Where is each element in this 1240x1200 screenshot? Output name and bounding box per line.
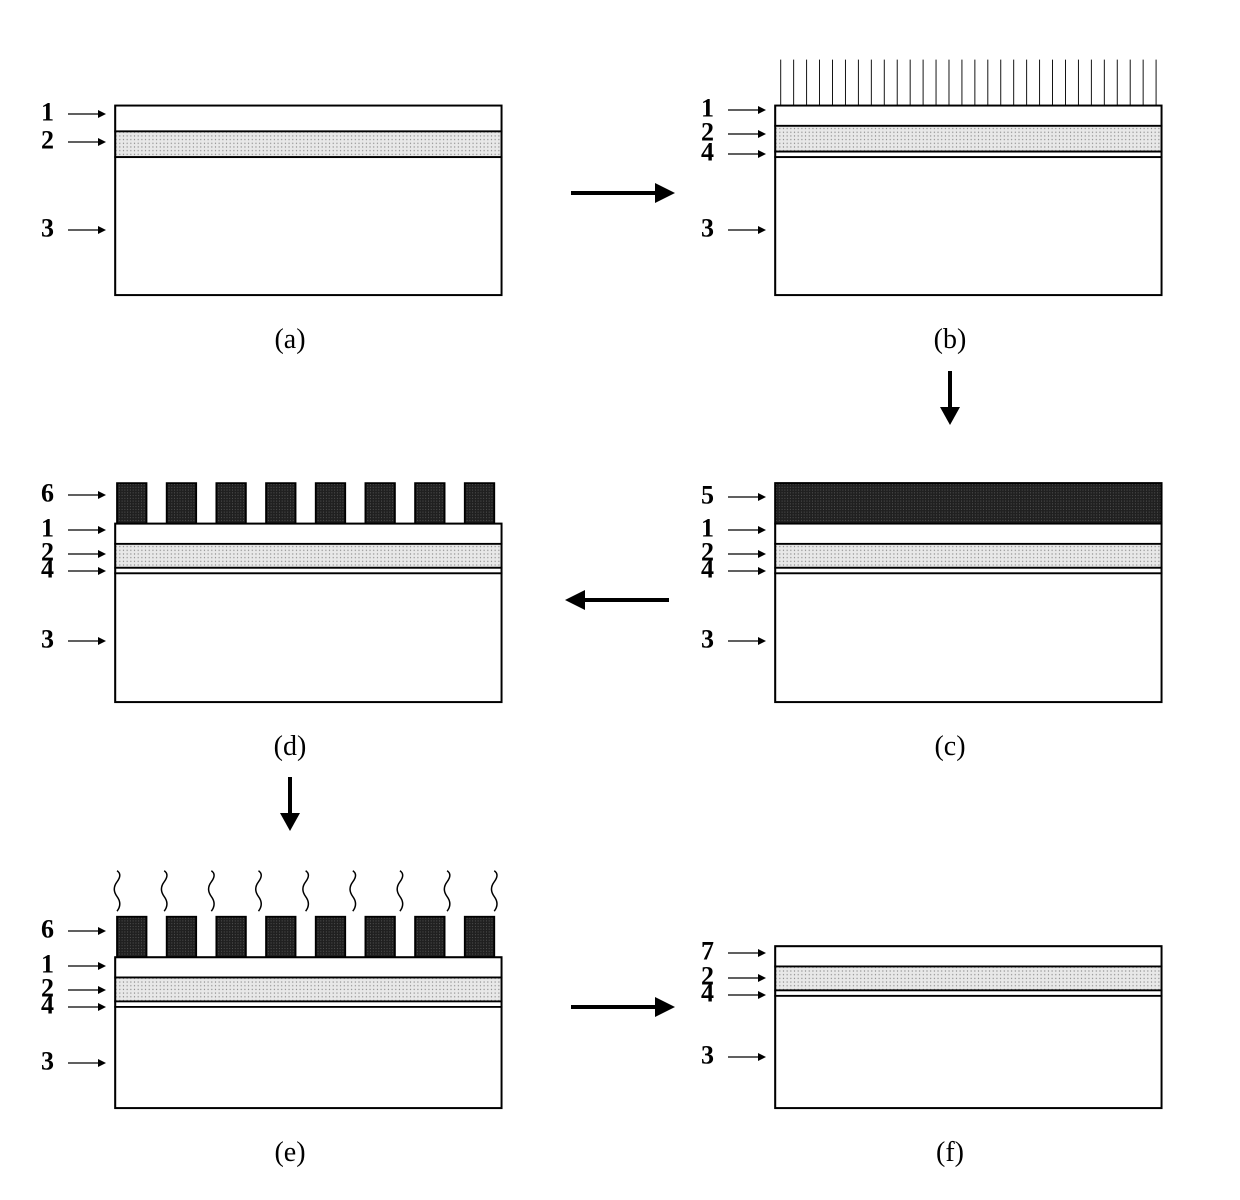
label-arrow-4 [728,989,766,1001]
panel-e: 61243 (e) [20,833,560,1180]
panel-e-label: (e) [274,1137,305,1169]
label-arrow-2 [728,548,766,560]
panel-f: 7243 (f) [680,833,1220,1180]
label-arrow-2 [728,972,766,984]
panel-a: 12 3 (a) [20,20,560,367]
layer-label-4: 4 [20,991,54,1021]
layer-label-4: 4 [20,554,54,584]
panel-c: 51243 (c) [680,427,1220,774]
label-arrow-4 [68,1001,106,1013]
label-arrow-3 [728,224,766,236]
label-arrow-4 [728,148,766,160]
process-flow-figure: 123 (a) 1243 (b) 61243 (d) [20,20,1220,1180]
label-arrow-1 [728,104,766,116]
layer-label-6: 6 [20,915,54,945]
label-arrow-6 [68,489,106,501]
layer-label-3: 3 [20,1047,54,1077]
panel-c-label: (c) [934,731,965,763]
label-arrow-3 [728,635,766,647]
layer-label-3: 3 [20,214,54,244]
layer-label-4: 4 [680,979,714,1009]
layer-label-5: 5 [680,480,714,510]
panel-d: 61243 (d) [20,427,560,774]
arrow-b-to-c [680,367,1220,427]
label-arrow-7 [728,947,766,959]
arrow-a-to-b [560,20,680,367]
label-arrow-4 [68,565,106,577]
label-arrow-3 [728,1051,766,1063]
label-arrow-3 [68,1057,106,1069]
layer-label-2: 2 [20,126,54,156]
label-arrow-3 [68,635,106,647]
label-arrow-2 [728,128,766,140]
layer-label-4: 4 [680,554,714,584]
label-arrow-2 [68,136,106,148]
panel-d-label: (d) [274,731,307,763]
label-arrow-1 [68,108,106,120]
label-arrow-1 [728,524,766,536]
label-arrow-2 [68,548,106,560]
label-arrow-1 [68,960,106,972]
panel-a-label: (a) [274,324,305,356]
panel-f-label: (f) [936,1137,964,1169]
arrow-c-to-d [560,427,680,774]
label-arrow-5 [728,491,766,503]
panel-b-label: (b) [934,324,967,356]
label-arrow-3 [68,224,106,236]
label-arrow-4 [728,565,766,577]
layer-label-3: 3 [680,1041,714,1071]
layer-label-6: 6 [20,478,54,508]
layer-label-3: 3 [680,214,714,244]
arrow-d-to-e [20,773,560,833]
layer-label-4: 4 [680,138,714,168]
label-arrow-2 [68,984,106,996]
layer-label-3: 3 [680,624,714,654]
layer-label-3: 3 [20,624,54,654]
label-arrow-1 [68,524,106,536]
panel-b: 1243 (b) [680,20,1220,367]
arrow-e-to-f [560,833,680,1180]
label-arrow-6 [68,925,106,937]
layer-label-1: 1 [20,98,54,128]
